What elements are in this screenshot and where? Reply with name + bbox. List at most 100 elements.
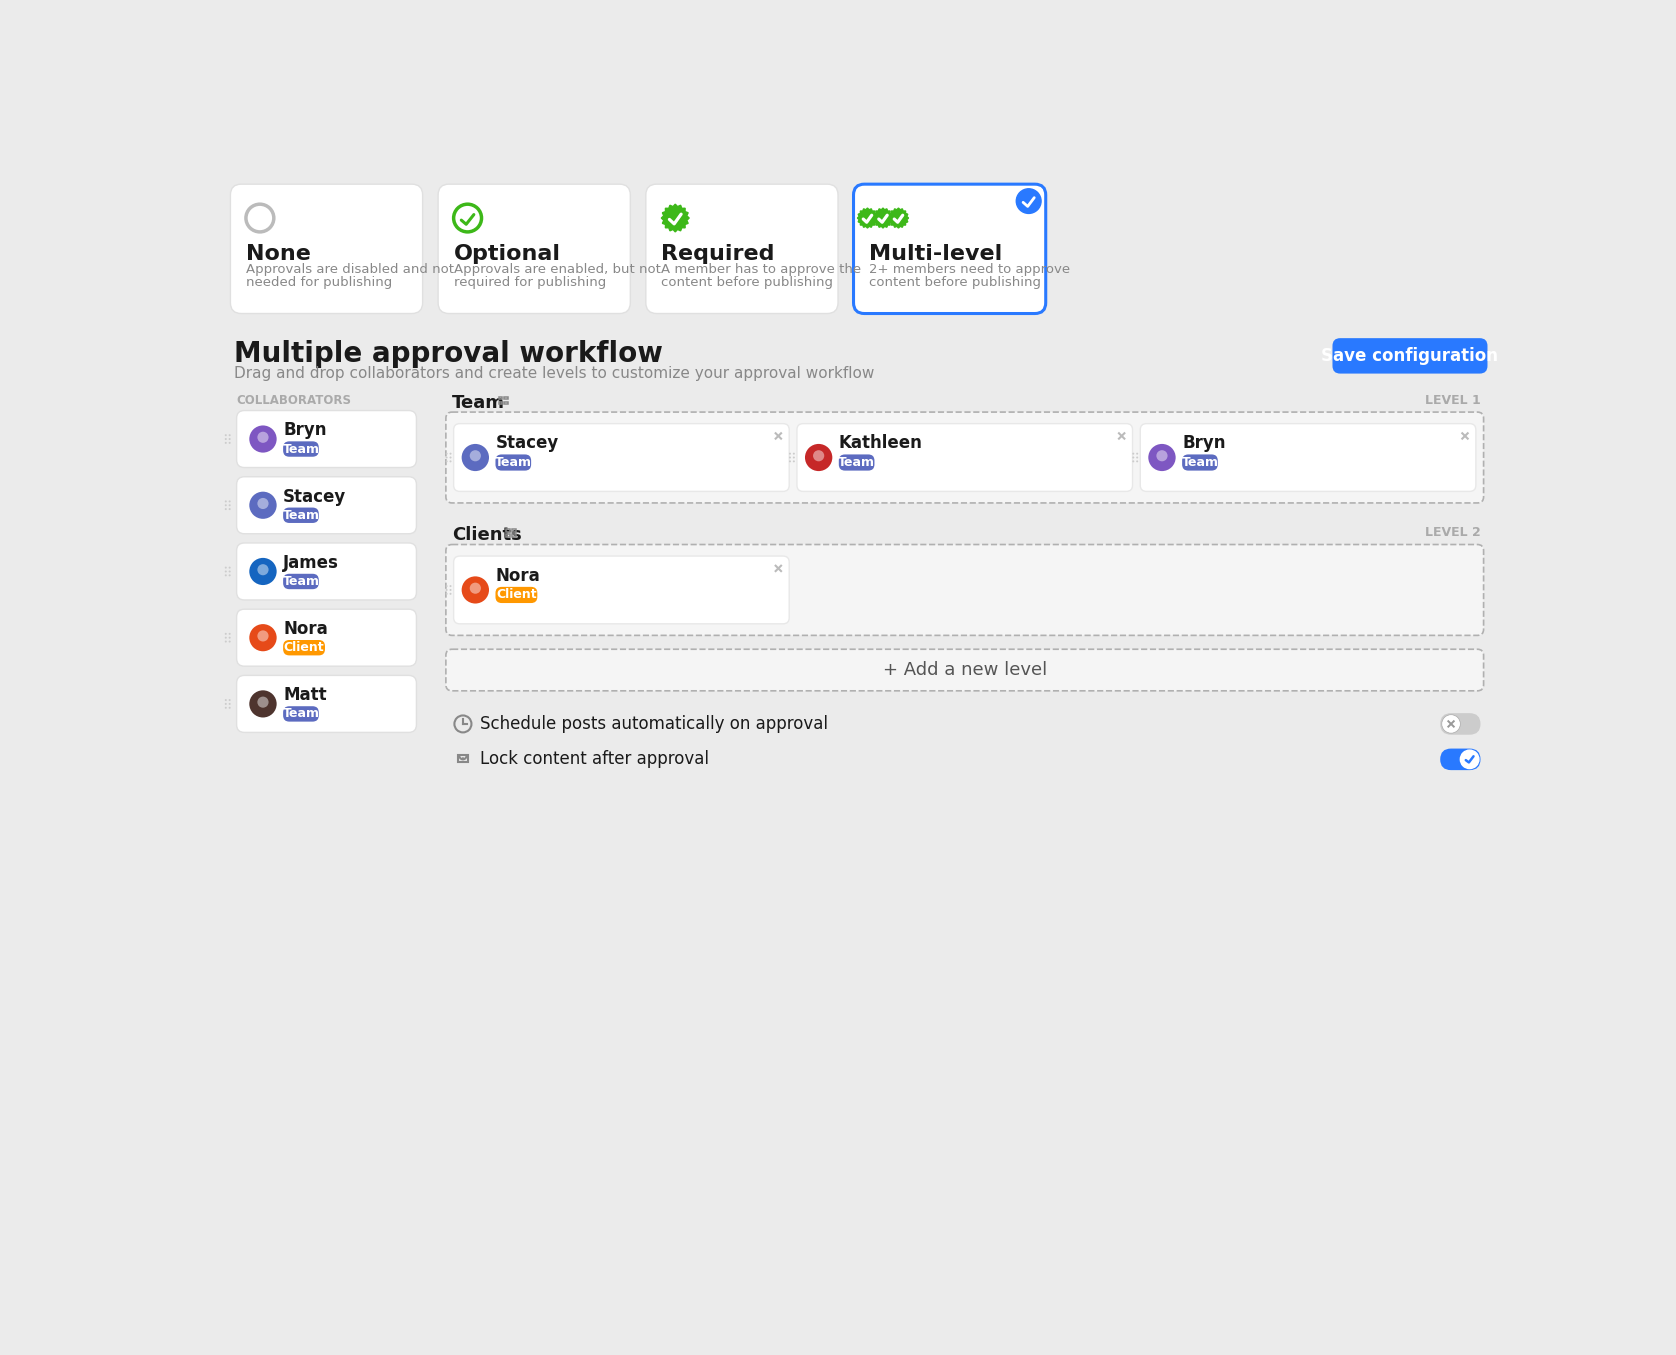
Circle shape: [228, 633, 231, 635]
Bar: [511, 534, 516, 537]
Text: + Add a new level: + Add a new level: [883, 661, 1048, 679]
Text: Approvals are disabled and not: Approvals are disabled and not: [246, 263, 454, 276]
FancyBboxPatch shape: [1440, 713, 1480, 734]
Circle shape: [446, 461, 447, 462]
Circle shape: [793, 457, 794, 458]
Circle shape: [449, 453, 451, 455]
Circle shape: [446, 589, 447, 591]
FancyBboxPatch shape: [645, 184, 838, 313]
FancyBboxPatch shape: [798, 424, 1133, 492]
Circle shape: [1133, 457, 1135, 458]
Circle shape: [228, 575, 231, 576]
Circle shape: [225, 633, 226, 635]
Circle shape: [248, 491, 278, 520]
Text: Clients: Clients: [453, 526, 521, 545]
FancyBboxPatch shape: [236, 675, 416, 733]
Text: Matt: Matt: [283, 686, 327, 705]
FancyBboxPatch shape: [1332, 339, 1488, 374]
Circle shape: [258, 497, 268, 509]
Circle shape: [225, 575, 226, 576]
Text: needed for publishing: needed for publishing: [246, 276, 392, 289]
Circle shape: [789, 453, 791, 455]
Text: LEVEL 2: LEVEL 2: [1425, 526, 1480, 539]
Text: Bryn: Bryn: [1182, 435, 1225, 453]
Circle shape: [1133, 453, 1135, 455]
Text: LEVEL 1: LEVEL 1: [1425, 393, 1480, 406]
Bar: [506, 528, 510, 531]
Circle shape: [1136, 461, 1138, 462]
Circle shape: [248, 557, 278, 587]
Circle shape: [228, 703, 231, 705]
Circle shape: [228, 570, 231, 572]
Text: Team: Team: [283, 443, 320, 455]
Circle shape: [793, 461, 794, 462]
Circle shape: [225, 699, 226, 701]
Circle shape: [789, 457, 791, 458]
Circle shape: [1441, 714, 1460, 733]
Bar: [506, 534, 510, 537]
Text: Optional: Optional: [454, 244, 561, 264]
Circle shape: [789, 461, 791, 462]
Text: Nora: Nora: [283, 621, 328, 638]
Circle shape: [1460, 751, 1478, 768]
Text: Team: Team: [283, 508, 320, 522]
Circle shape: [1136, 453, 1138, 455]
FancyBboxPatch shape: [1440, 748, 1480, 770]
Bar: [458, 755, 468, 763]
Circle shape: [446, 592, 447, 595]
Text: Nora: Nora: [496, 566, 540, 585]
Circle shape: [258, 564, 268, 576]
Circle shape: [225, 434, 226, 436]
Text: Team: Team: [283, 707, 320, 721]
Text: Multi-level: Multi-level: [870, 244, 1002, 264]
Text: Multiple approval workflow: Multiple approval workflow: [235, 340, 664, 367]
Circle shape: [225, 500, 226, 503]
Circle shape: [804, 443, 833, 472]
Circle shape: [813, 450, 825, 461]
Circle shape: [248, 690, 278, 718]
FancyBboxPatch shape: [283, 573, 318, 589]
FancyBboxPatch shape: [496, 454, 531, 470]
Text: COLLABORATORS: COLLABORATORS: [236, 393, 352, 406]
FancyBboxPatch shape: [236, 477, 416, 534]
Circle shape: [225, 641, 226, 642]
Bar: [504, 401, 508, 404]
Circle shape: [446, 453, 447, 455]
Circle shape: [248, 623, 278, 652]
Text: Drag and drop collaborators and create levels to customize your approval workflo: Drag and drop collaborators and create l…: [235, 366, 875, 381]
FancyBboxPatch shape: [236, 610, 416, 667]
FancyBboxPatch shape: [446, 545, 1483, 635]
Circle shape: [225, 707, 226, 709]
Text: Lock content after approval: Lock content after approval: [479, 751, 709, 768]
Bar: [499, 397, 503, 400]
Circle shape: [225, 703, 226, 705]
Circle shape: [225, 442, 226, 444]
Circle shape: [793, 453, 794, 455]
FancyBboxPatch shape: [283, 706, 318, 722]
Polygon shape: [858, 209, 878, 228]
FancyBboxPatch shape: [437, 184, 630, 313]
Circle shape: [469, 450, 481, 461]
Text: Bryn: Bryn: [283, 421, 327, 439]
FancyBboxPatch shape: [454, 424, 789, 492]
FancyBboxPatch shape: [236, 411, 416, 467]
Circle shape: [461, 757, 464, 760]
FancyBboxPatch shape: [236, 543, 416, 600]
Text: A member has to approve the: A member has to approve the: [662, 263, 861, 276]
Circle shape: [225, 504, 226, 507]
Text: content before publishing: content before publishing: [870, 276, 1041, 289]
Text: Save configuration: Save configuration: [1321, 347, 1498, 364]
Circle shape: [228, 442, 231, 444]
Circle shape: [228, 508, 231, 509]
Text: required for publishing: required for publishing: [454, 276, 607, 289]
Circle shape: [446, 457, 447, 458]
Circle shape: [1016, 188, 1041, 214]
FancyBboxPatch shape: [838, 454, 875, 470]
FancyBboxPatch shape: [446, 412, 1483, 503]
Circle shape: [228, 438, 231, 440]
FancyBboxPatch shape: [496, 587, 538, 603]
FancyBboxPatch shape: [230, 184, 422, 313]
Polygon shape: [873, 209, 893, 228]
Circle shape: [228, 566, 231, 569]
Text: Team: Team: [838, 457, 875, 469]
